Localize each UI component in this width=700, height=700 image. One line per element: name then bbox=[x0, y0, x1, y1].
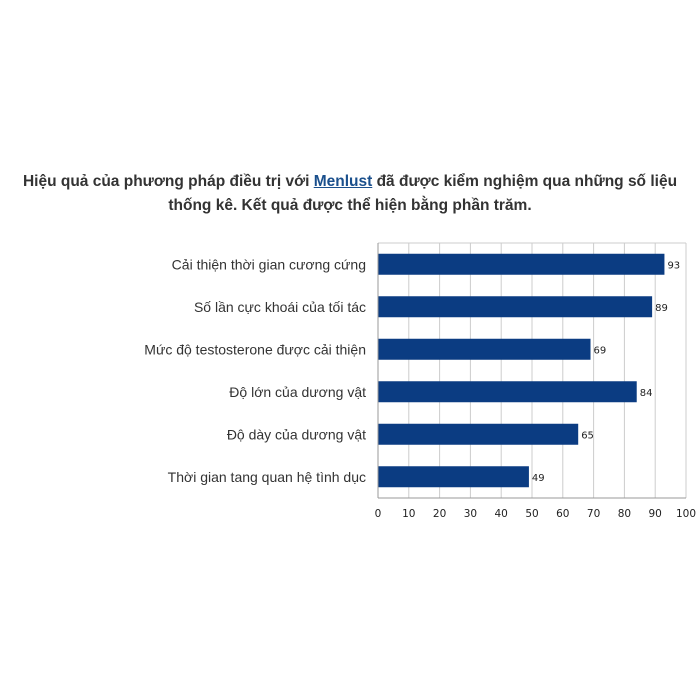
grid-lines bbox=[408, 243, 687, 498]
x-tick-label: 80 bbox=[618, 508, 631, 520]
value-label: 93 bbox=[667, 260, 680, 271]
headline-text-end: đã được kiểm nghiệm qua những số liệu th… bbox=[168, 173, 678, 214]
category-label: Độ lớn của dương vật bbox=[229, 384, 366, 400]
x-tick-label: 60 bbox=[556, 508, 569, 520]
axes bbox=[377, 242, 686, 499]
labels: 0 10 20 30 40 50 60 70 80 90 100 Cải thiện thời gia… bbox=[144, 256, 696, 520]
bar bbox=[378, 338, 591, 360]
value-label: 69 bbox=[594, 345, 607, 356]
bar bbox=[378, 253, 665, 275]
bar bbox=[378, 381, 637, 403]
category-label: Độ dày của dương vật bbox=[227, 426, 366, 442]
headline-text-start: Hiệu quả của phương pháp điều trị với bbox=[22, 173, 314, 190]
x-tick-label: 90 bbox=[649, 508, 662, 520]
x-tick-label: 100 bbox=[676, 508, 696, 520]
bar bbox=[378, 296, 653, 318]
category-label: Thời gian tang quan hệ tình dục bbox=[168, 469, 366, 485]
x-tick-label: 0 bbox=[375, 508, 382, 520]
bar bbox=[378, 423, 579, 445]
value-label: 89 bbox=[655, 303, 668, 314]
category-label: Cải thiện thời gian cương cứng bbox=[172, 256, 366, 272]
bars bbox=[378, 253, 665, 488]
value-label: 65 bbox=[581, 430, 594, 441]
chart-headline: Hiệu quả của phương pháp điều trị với Me… bbox=[10, 170, 690, 218]
value-label: 49 bbox=[532, 473, 545, 484]
bar bbox=[378, 466, 529, 488]
x-tick-label: 40 bbox=[495, 508, 508, 520]
x-tick-label: 30 bbox=[464, 508, 477, 520]
x-tick-label: 50 bbox=[525, 508, 538, 520]
x-tick-label: 70 bbox=[587, 508, 600, 520]
value-label: 84 bbox=[640, 388, 653, 399]
menlust-link[interactable]: Menlust bbox=[313, 173, 373, 190]
x-tick-label: 20 bbox=[433, 508, 446, 520]
category-label: Mức độ testosterone được cải thiện bbox=[144, 341, 366, 357]
x-tick-label: 10 bbox=[402, 508, 415, 520]
category-label: Số lần cực khoái của tối tác bbox=[194, 299, 366, 315]
